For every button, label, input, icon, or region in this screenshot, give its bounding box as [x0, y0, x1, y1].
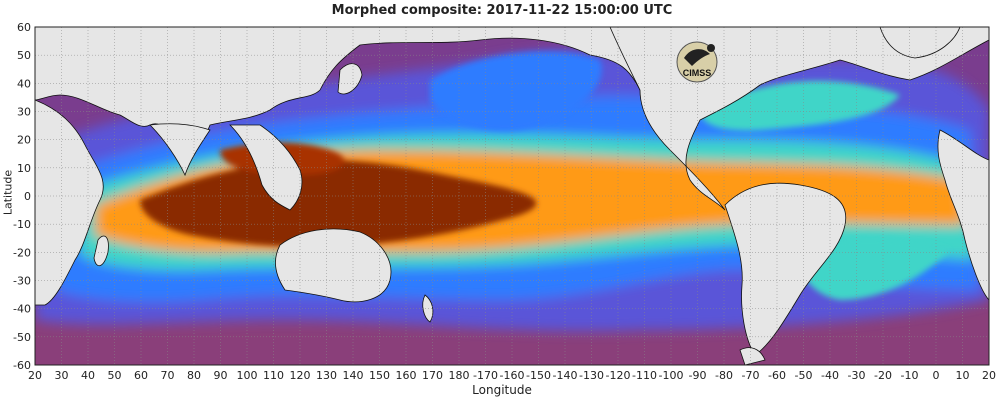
y-tick-label: -60: [13, 359, 31, 372]
y-tick-label: 60: [17, 21, 31, 34]
x-tick-label: 150: [369, 369, 390, 382]
land-south-america: [724, 182, 847, 356]
y-tick-label: 0: [24, 190, 31, 203]
y-tick-label: -50: [13, 331, 31, 344]
y-tick-label: 10: [17, 162, 31, 175]
land-new-zealand: [422, 294, 434, 323]
x-tick-label: 70: [161, 369, 175, 382]
x-tick-label: -170: [473, 369, 498, 382]
x-tick-label: -150: [526, 369, 551, 382]
land-africa: [35, 99, 104, 306]
x-tick-label: 160: [396, 369, 417, 382]
x-tick-label: 10: [956, 369, 970, 382]
y-tick-label: -40: [13, 303, 31, 316]
x-tick-label: 20: [28, 369, 42, 382]
x-tick-label: 90: [214, 369, 228, 382]
y-tick-label: -30: [13, 275, 31, 288]
x-tick-label: -70: [742, 369, 760, 382]
x-tick-label: -30: [848, 369, 866, 382]
land-eurasia: [35, 27, 701, 155]
land-madagascar: [93, 235, 109, 266]
y-tick-label: -10: [13, 218, 31, 231]
map-grid: [35, 27, 989, 365]
x-tick-label: 180: [449, 369, 470, 382]
x-axis-ticks: 20 30 40 50 60 70 80 90 100 110 120 130 140 150 160 170…: [28, 369, 996, 382]
y-axis-label: Latitude: [1, 169, 15, 216]
x-tick-label: -140: [553, 369, 578, 382]
x-tick-label: -100: [659, 369, 684, 382]
x-tick-label: -50: [795, 369, 813, 382]
x-tick-label: 0: [933, 369, 940, 382]
land-se-asia: [229, 124, 303, 211]
moist-jet-north-atlantic: [700, 80, 900, 131]
x-tick-label: -120: [606, 369, 631, 382]
x-tick-label: 100: [237, 369, 258, 382]
map-title: Morphed composite: 2017-11-22 15:00:00 U…: [331, 3, 673, 18]
x-tick-label: -60: [768, 369, 786, 382]
cimss-logo: CIMSS: [676, 41, 718, 83]
x-tick-label: 130: [316, 369, 337, 382]
x-tick-label: 140: [343, 369, 364, 382]
x-tick-label: -130: [579, 369, 604, 382]
y-tick-label: -20: [13, 246, 31, 259]
y-tick-label: 30: [17, 106, 31, 119]
map-frame: [34, 26, 990, 366]
moist-jet-south-atlantic: [799, 236, 950, 300]
y-tick-label: 20: [17, 134, 31, 147]
land-west-africa: [937, 129, 989, 301]
x-tick-label: 60: [134, 369, 148, 382]
moist-jet-north-pacific: [430, 51, 602, 131]
x-tick-label: -160: [500, 369, 525, 382]
moist-core-darkred: [140, 160, 537, 247]
y-tick-label: 40: [17, 77, 31, 90]
y-tick-label: 50: [17, 49, 31, 62]
x-tick-label: 80: [187, 369, 201, 382]
x-axis-label: Longitude: [472, 383, 532, 397]
x-tick-label: 20: [982, 369, 996, 382]
x-tick-label: 50: [108, 369, 122, 382]
x-tick-label: -10: [901, 369, 919, 382]
x-tick-label: 110: [263, 369, 284, 382]
land-australia: [275, 228, 392, 303]
x-tick-label: -20: [874, 369, 892, 382]
y-axis-ticks: 60 50 40 30 20 10 0 -10 -20 -30 -40 -50 -60: [13, 21, 31, 372]
x-tick-label: 30: [55, 369, 69, 382]
land-india: [149, 123, 211, 177]
land-antarctic-fringe: [739, 347, 766, 365]
x-tick-label: 170: [422, 369, 443, 382]
x-tick-label: 40: [81, 369, 95, 382]
x-tick-label: 120: [290, 369, 311, 382]
x-tick-label: -80: [715, 369, 733, 382]
x-tick-label: -90: [689, 369, 707, 382]
logo-text: CIMSS: [683, 68, 712, 78]
x-tick-label: -40: [821, 369, 839, 382]
land-greenland: [879, 27, 961, 59]
land-japan: [337, 63, 363, 95]
x-tick-label: -110: [632, 369, 657, 382]
